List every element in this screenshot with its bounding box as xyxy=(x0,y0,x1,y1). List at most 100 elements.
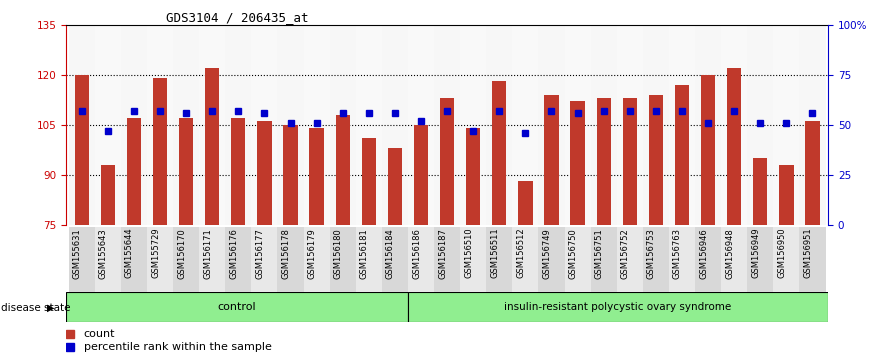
Bar xyxy=(747,227,774,292)
Text: GSM156946: GSM156946 xyxy=(700,228,708,279)
Bar xyxy=(590,227,617,292)
Bar xyxy=(565,227,590,292)
Text: percentile rank within the sample: percentile rank within the sample xyxy=(84,342,271,352)
Bar xyxy=(544,95,559,225)
Bar xyxy=(570,102,585,225)
Bar xyxy=(460,227,486,292)
Bar xyxy=(226,25,251,225)
Bar xyxy=(69,25,95,225)
Bar xyxy=(356,227,381,292)
Bar xyxy=(486,25,513,225)
Bar xyxy=(648,95,663,225)
Text: GSM155729: GSM155729 xyxy=(151,228,160,279)
Bar xyxy=(205,68,219,225)
Bar xyxy=(669,227,695,292)
Bar xyxy=(722,25,747,225)
Bar xyxy=(727,68,742,225)
Bar xyxy=(492,81,507,225)
Bar xyxy=(669,25,695,225)
Bar xyxy=(251,227,278,292)
Bar xyxy=(179,118,193,225)
Bar xyxy=(127,118,141,225)
Bar xyxy=(100,165,115,225)
Bar xyxy=(695,25,722,225)
Bar xyxy=(753,158,767,225)
Bar xyxy=(565,25,590,225)
Bar xyxy=(329,227,356,292)
Bar xyxy=(747,25,774,225)
Text: GSM155644: GSM155644 xyxy=(125,228,134,279)
Bar xyxy=(356,25,381,225)
Text: GSM156951: GSM156951 xyxy=(803,228,812,279)
Bar xyxy=(617,227,643,292)
Bar xyxy=(590,25,617,225)
Bar xyxy=(722,227,747,292)
Text: GSM156171: GSM156171 xyxy=(204,228,212,279)
Bar xyxy=(309,128,324,225)
Bar xyxy=(434,227,460,292)
Bar xyxy=(304,227,329,292)
Bar xyxy=(278,25,304,225)
Text: GSM156750: GSM156750 xyxy=(568,228,578,279)
Text: control: control xyxy=(218,302,256,312)
Bar xyxy=(173,25,199,225)
Bar xyxy=(226,227,251,292)
Bar xyxy=(329,25,356,225)
Bar xyxy=(95,25,121,225)
Bar xyxy=(695,227,722,292)
Text: GSM156184: GSM156184 xyxy=(386,228,395,279)
Bar xyxy=(414,125,428,225)
Text: insulin-resistant polycystic ovary syndrome: insulin-resistant polycystic ovary syndr… xyxy=(504,302,731,312)
Text: ▶: ▶ xyxy=(47,303,55,313)
Bar xyxy=(774,227,799,292)
Bar xyxy=(173,227,199,292)
Text: disease state: disease state xyxy=(1,303,70,313)
Bar xyxy=(623,98,637,225)
Text: GSM156510: GSM156510 xyxy=(464,228,473,279)
Bar xyxy=(75,75,89,225)
Bar xyxy=(95,227,121,292)
Bar xyxy=(304,25,329,225)
Bar xyxy=(440,98,455,225)
Bar xyxy=(408,292,828,322)
Bar xyxy=(486,227,513,292)
Bar xyxy=(361,138,376,225)
Text: count: count xyxy=(84,329,115,339)
Text: GSM156511: GSM156511 xyxy=(491,228,500,279)
Bar xyxy=(643,227,669,292)
Bar xyxy=(538,25,565,225)
Bar xyxy=(381,25,408,225)
Bar xyxy=(675,85,689,225)
Text: GSM156177: GSM156177 xyxy=(255,228,264,279)
Text: GSM156170: GSM156170 xyxy=(177,228,186,279)
Text: GSM156178: GSM156178 xyxy=(282,228,291,279)
Bar xyxy=(278,227,304,292)
Text: GSM156181: GSM156181 xyxy=(359,228,369,279)
Bar xyxy=(408,227,434,292)
Bar xyxy=(147,227,173,292)
Text: GSM156180: GSM156180 xyxy=(334,228,343,279)
Text: GSM156752: GSM156752 xyxy=(621,228,630,279)
Text: GSM155631: GSM155631 xyxy=(73,228,82,279)
Text: GSM156751: GSM156751 xyxy=(595,228,603,279)
Text: GSM156176: GSM156176 xyxy=(229,228,239,279)
Bar xyxy=(518,182,533,225)
Text: GSM156179: GSM156179 xyxy=(307,228,316,279)
Text: GDS3104 / 206435_at: GDS3104 / 206435_at xyxy=(166,11,308,24)
Bar xyxy=(799,227,825,292)
Bar xyxy=(121,227,147,292)
Bar xyxy=(336,115,350,225)
Bar xyxy=(381,227,408,292)
Bar xyxy=(284,125,298,225)
Bar xyxy=(617,25,643,225)
Bar xyxy=(460,25,486,225)
Text: GSM156948: GSM156948 xyxy=(725,228,734,279)
Bar xyxy=(199,25,226,225)
Bar xyxy=(388,148,402,225)
Text: GSM156763: GSM156763 xyxy=(673,228,682,279)
Text: GSM156512: GSM156512 xyxy=(516,228,525,279)
Bar xyxy=(774,25,799,225)
Bar xyxy=(408,25,434,225)
Text: GSM155643: GSM155643 xyxy=(99,228,107,279)
Bar xyxy=(701,75,715,225)
